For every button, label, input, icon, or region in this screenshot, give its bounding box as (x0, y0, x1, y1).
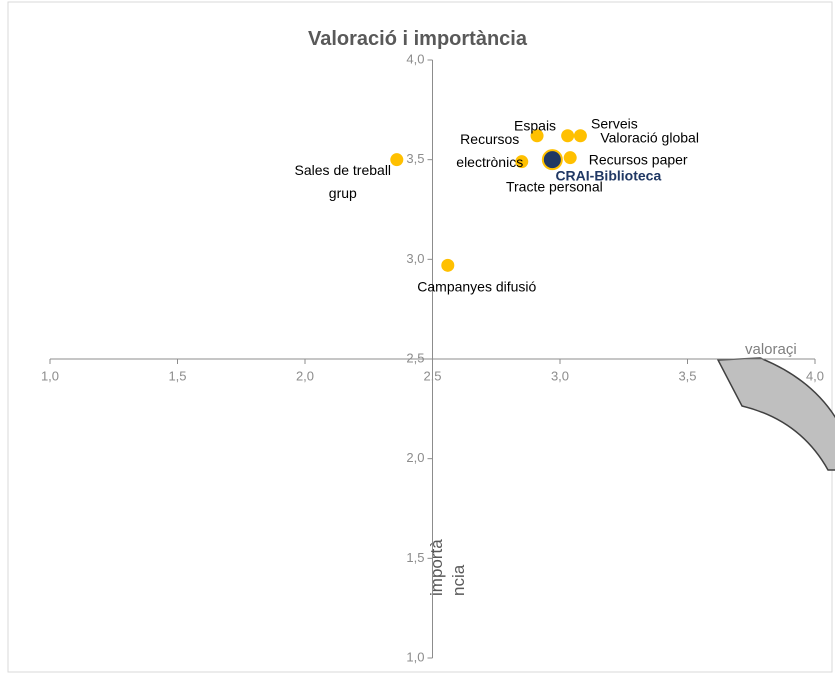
data-point (563, 151, 577, 165)
x-tick-label: 1,0 (41, 368, 59, 383)
data-label: Recursos paper (588, 151, 688, 168)
y-tick-label: 3,5 (406, 151, 424, 166)
data-label: Valoració global (600, 129, 699, 146)
data-point (541, 149, 563, 171)
data-label: Sales de treball grup (294, 161, 392, 201)
data-point (390, 153, 404, 167)
x-tick-label: 1,5 (168, 368, 186, 383)
y-tick-label: 4,0 (406, 51, 424, 66)
data-point (441, 258, 455, 272)
y-tick-label: 2,5 (406, 350, 424, 365)
x-tick-label: 3,0 (551, 368, 569, 383)
data-label: Espais (514, 117, 557, 134)
x-axis-title: valoraçi (745, 341, 797, 358)
data-point (573, 129, 587, 143)
x-tick-label: 4,0 (806, 368, 824, 383)
data-label: Serveis (591, 115, 638, 132)
y-tick-label: 2,0 (406, 450, 424, 465)
y-tick-label: 3,0 (406, 251, 424, 266)
y-tick-label: 1,5 (406, 550, 424, 565)
data-label: Tracte personal (505, 178, 603, 195)
chart-title: Valoració i importància (308, 28, 527, 50)
x-tick-label: 2,0 (296, 368, 314, 383)
data-label: Campanyes difusió (417, 278, 537, 295)
data-point (530, 129, 544, 143)
chart-border (7, 1, 833, 673)
y-tick-label: 1,0 (406, 649, 424, 664)
x-tick-label: 3,5 (678, 368, 696, 383)
x-tick-label: 2,5 (423, 368, 441, 383)
data-label: Recursos electrònics (456, 130, 524, 170)
decorative-shape (716, 357, 835, 471)
data-point (561, 129, 575, 143)
y-axis-title: importància (427, 539, 468, 596)
data-label: CRAI-Biblioteca (555, 167, 662, 184)
data-point (515, 155, 529, 169)
